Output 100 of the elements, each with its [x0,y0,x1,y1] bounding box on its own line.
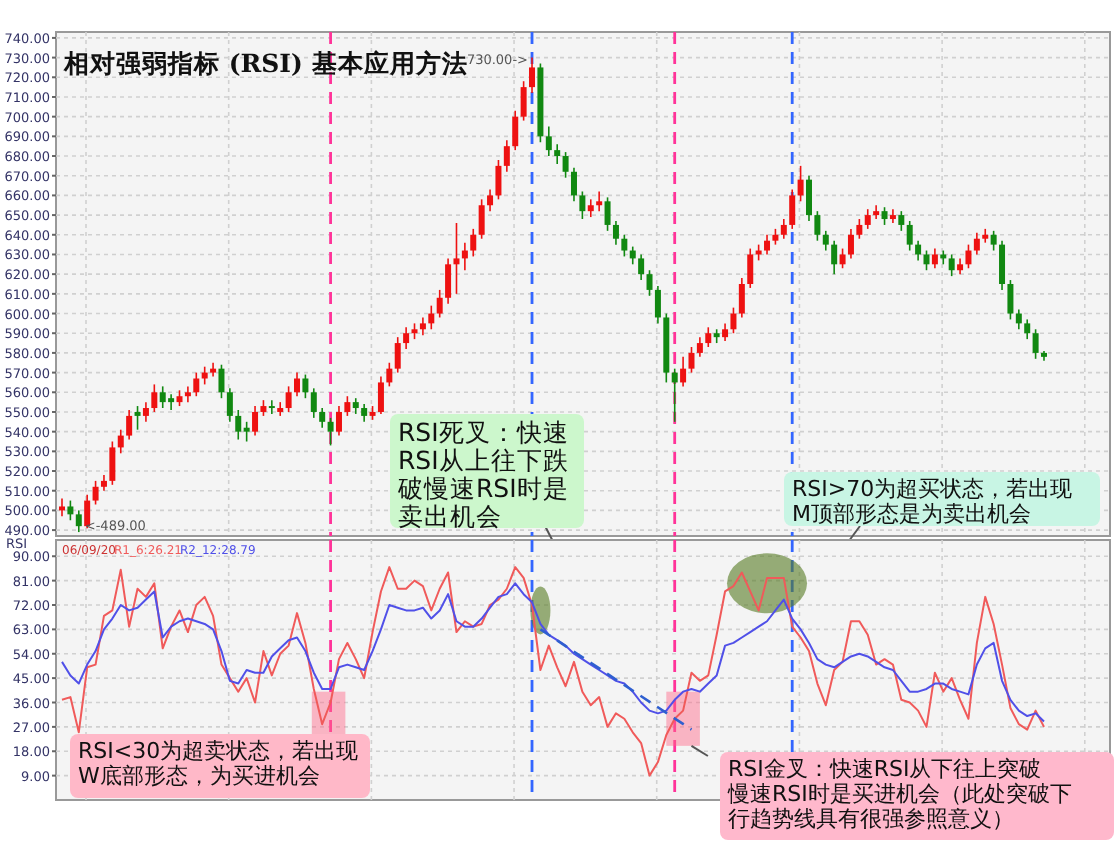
candlestick [126,409,133,441]
candlestick [495,159,502,201]
candlestick [621,233,628,258]
candlestick [59,497,65,518]
candlestick [612,220,619,246]
candlestick [134,405,141,431]
candlestick [948,253,955,277]
candlestick [688,346,695,374]
candlestick [403,326,410,350]
candlestick [327,417,334,447]
candlestick [520,80,527,122]
candlestick [839,247,846,270]
candlestick [999,239,1006,291]
candlestick [512,109,519,151]
candlestick [747,247,754,289]
candlestick [117,428,124,455]
candlestick [730,306,737,335]
candlestick [671,367,678,423]
candlestick [335,405,342,437]
text: 相对强弱指标 (RSI) 基本应用方法 [62,48,468,78]
candlestick [814,210,821,242]
candlestick [252,405,259,437]
candlestick [822,230,829,252]
candlestick [965,243,972,270]
candlestick [428,304,435,331]
candlestick [310,387,317,419]
candlestick [377,375,384,415]
candlestick [184,385,191,403]
candlestick [696,336,703,358]
annotation: RSI死叉：快速RSI从上往下跌破慢速RSI时是卖出机会 [396,417,569,531]
candlestick [503,139,510,173]
candlestick [445,257,452,305]
candlestick [638,253,645,281]
candlestick [873,204,880,220]
candlestick [243,421,250,443]
candlestick [596,190,603,212]
candlestick [990,230,997,252]
candlestick [797,165,804,203]
candlestick [529,56,536,94]
candlestick [1015,308,1022,331]
candlestick [864,208,871,230]
candlestick [789,188,796,230]
candlestick [982,228,989,244]
candlestick [889,208,896,224]
candlestick [931,247,938,270]
candlestick [780,218,787,240]
candlestick [453,222,460,295]
candlestick [210,361,217,378]
candlestick [268,399,275,415]
line-series [61,582,1045,723]
candlestick [285,385,292,413]
candlestick [923,249,930,272]
candlestick [319,407,326,429]
candlestick [1032,328,1039,360]
candlestick [193,371,200,398]
candlestick [805,174,812,222]
candlestick [738,277,745,319]
candlestick [680,356,687,388]
candlestick [847,228,854,260]
annotation: RSI<30为超卖状态，若出现W底部形态，为买进机会 [78,738,359,789]
candlestick [168,393,175,411]
candlestick [898,210,905,232]
candlestick [151,383,158,413]
candlestick [218,363,225,399]
candlestick [562,151,569,179]
candlestick [436,289,443,319]
candlestick [1007,279,1014,321]
candlestick [915,239,922,262]
candlestick [554,143,561,165]
candlestick [856,218,863,240]
candlestick [570,167,577,203]
candlestick [67,499,74,522]
candlestick [394,336,401,374]
candlestick [654,285,661,325]
candlestick [277,401,284,417]
candlestick [604,196,611,232]
candlestick [109,440,116,486]
candlestick [831,239,838,275]
candlestick [294,371,301,398]
candlestick [705,326,712,348]
candlestick [478,198,485,240]
candlestick [764,233,771,256]
candlestick [159,385,166,409]
candlestick [75,509,82,533]
candlestick [235,409,242,441]
candlestick [973,232,980,256]
candlestick [226,387,233,423]
candlestick [302,373,309,399]
candlestick [1024,318,1031,340]
candlestick [386,361,393,388]
candlestick [142,401,149,423]
candlestick [92,480,99,506]
candlestick [646,269,653,297]
candlestick [545,125,552,157]
annotation: RSI金叉：快速RSI从下往上突破慢速RSI时是买进机会（此处突破下行趋势线具有很强参照意义） [726,756,1072,832]
candlestick [344,395,351,417]
candlestick [487,188,494,212]
annotation: RSI>70为超买状态，若出现M顶部形态是为卖出机会 [792,476,1073,527]
candlestick [906,220,913,252]
candlestick [470,228,477,258]
